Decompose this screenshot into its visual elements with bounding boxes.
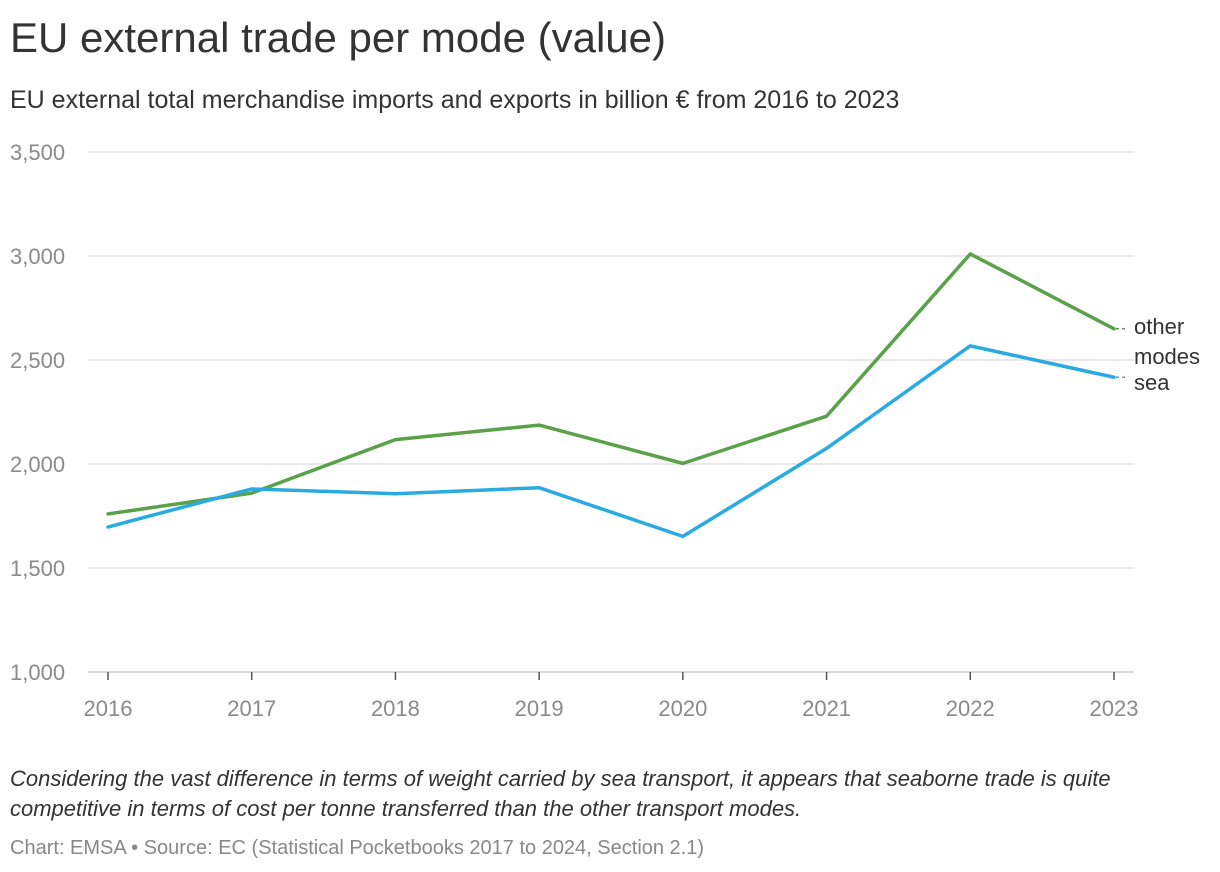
series-line-sea (106, 344, 1116, 539)
chart-note: Considering the vast difference in terms… (10, 766, 1111, 821)
series-label: other (1134, 314, 1184, 339)
x-tick-label: 2019 (515, 696, 564, 721)
series-label: sea (1134, 370, 1170, 395)
y-tick-label: 3,500 (10, 140, 65, 165)
chart-source: Chart: EMSA • Source: EC (Statistical Po… (10, 837, 705, 859)
chart-title: EU external trade per mode (value) (10, 14, 666, 61)
series-label: modes (1134, 344, 1200, 369)
x-tick-label: 2017 (227, 696, 276, 721)
x-tick-label: 2022 (946, 696, 995, 721)
x-tick-label: 2018 (371, 696, 420, 721)
y-tick-label: 2,500 (10, 348, 65, 373)
y-tick-label: 1,500 (10, 556, 65, 581)
line-chart: 1,000 1,500 2,000 2,500 3,000 3,500 2016 2017 20… (10, 140, 1200, 721)
x-tick-label: 2023 (1090, 696, 1139, 721)
x-tick-label: 2020 (658, 696, 707, 721)
y-tick-label: 1,000 (10, 660, 65, 685)
chart-subtitle: EU external total merchandise imports an… (10, 86, 900, 114)
y-tick-label: 3,000 (10, 244, 65, 269)
x-tick-label: 2021 (802, 696, 851, 721)
series-line-other-modes (106, 252, 1116, 516)
y-tick-label: 2,000 (10, 452, 65, 477)
x-tick-label: 2016 (84, 696, 133, 721)
